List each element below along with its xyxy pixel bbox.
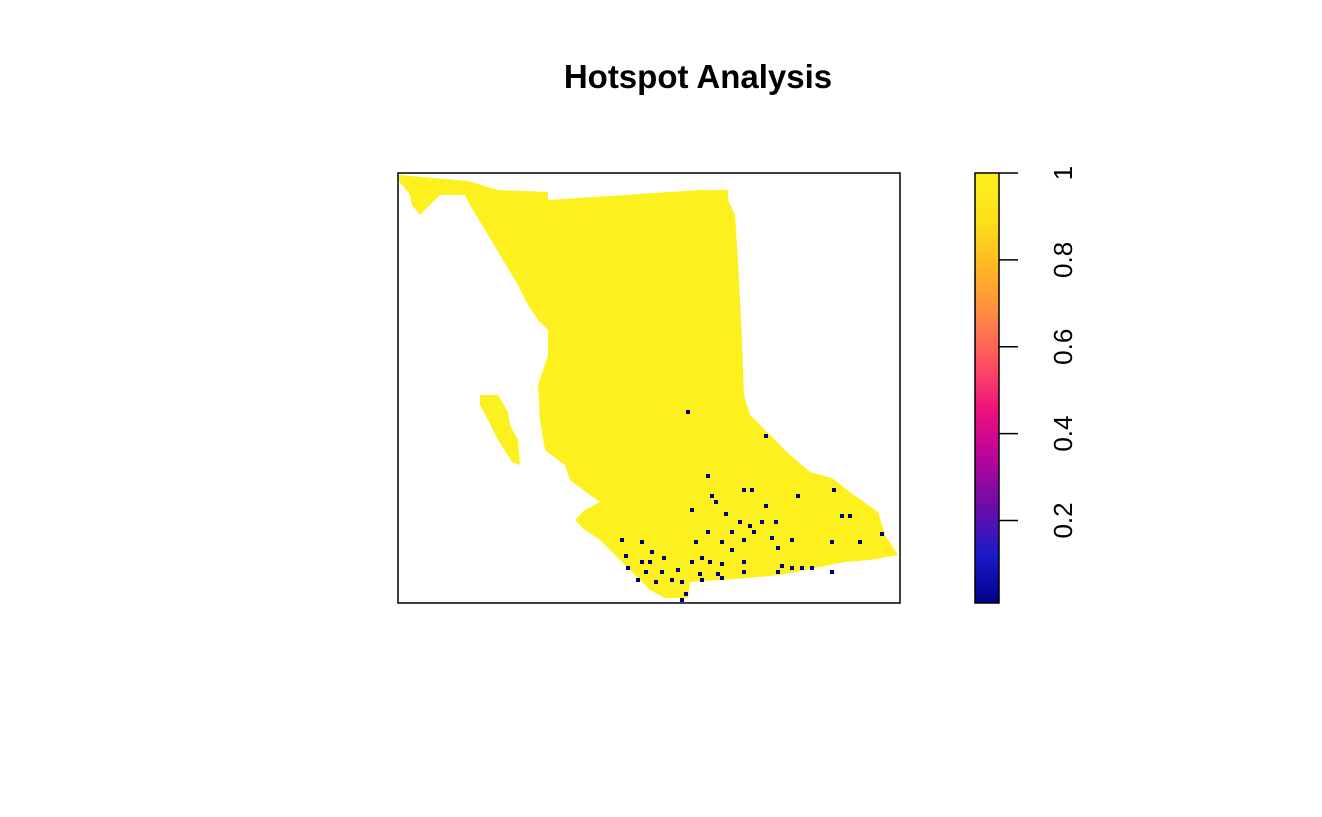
hotspot-cell [790, 566, 794, 570]
hotspot-cell [770, 536, 774, 540]
hotspot-cell [716, 572, 720, 576]
hotspot-cell [694, 540, 698, 544]
map-frame [397, 172, 901, 604]
hotspot-cell [644, 570, 648, 574]
legend-tick-label: 0.2 [1048, 502, 1078, 538]
hotspot-cell [690, 508, 694, 512]
color-legend: 0.2 0.4 0.6 0.8 1 [974, 166, 1078, 604]
hotspot-cell [774, 520, 778, 524]
hotspot-cell [724, 512, 728, 516]
hotspot-cell [742, 488, 746, 492]
hotspot-cell [840, 514, 844, 518]
hotspot-cell [710, 494, 714, 498]
hotspot-cell [650, 550, 654, 554]
legend-colorbar [974, 172, 1000, 604]
hotspot-cell [748, 524, 752, 528]
hotspot-cell [730, 530, 734, 534]
hotspot-cell [654, 580, 658, 584]
hotspot-cell [858, 540, 862, 544]
hotspot-cell [760, 520, 764, 524]
hotspot-cell [730, 548, 734, 552]
hotspot-cell [880, 532, 884, 536]
hotspot-cell [832, 488, 836, 492]
hotspot-cell [714, 500, 718, 504]
hotspot-cell [776, 570, 780, 574]
hotspot-cell [764, 434, 768, 438]
hotspot-cell [800, 566, 804, 570]
hotspot-cell [796, 494, 800, 498]
hotspot-cell [776, 546, 780, 550]
hotspot-cell [700, 556, 704, 560]
hotspot-cell [680, 580, 684, 584]
hotspot-cell [720, 562, 724, 566]
hotspot-cell [706, 530, 710, 534]
hotspot-cell [636, 578, 640, 582]
hotspot-cell [742, 570, 746, 574]
hotspot-cell [750, 488, 754, 492]
hotspot-cell [686, 410, 690, 414]
legend-tick-label: 0.8 [1048, 242, 1078, 278]
hotspot-cell [640, 540, 644, 544]
hotspot-cells [620, 410, 884, 602]
province-region [399, 175, 898, 598]
legend-ticks: 0.2 0.4 0.6 0.8 1 [999, 166, 1078, 539]
hotspot-cell [662, 556, 666, 560]
legend-tick-label: 0.4 [1048, 416, 1078, 452]
hotspot-cell [620, 538, 624, 542]
hotspot-cell [626, 566, 630, 570]
hotspot-cell [640, 560, 644, 564]
hotspot-cell [680, 598, 684, 602]
legend-tick-label: 0.6 [1048, 329, 1078, 365]
hotspot-cell [676, 568, 680, 572]
hotspot-cell [648, 560, 652, 564]
hotspot-cell [764, 504, 768, 508]
hotspot-cell [698, 572, 702, 576]
hotspot-cell [700, 578, 704, 582]
hotspot-cell [742, 560, 746, 564]
hotspot-cell [742, 538, 746, 542]
hotspot-cell [684, 592, 688, 596]
map-panel [397, 172, 901, 604]
hotspot-cell [752, 530, 756, 534]
legend-tick-label: 1 [1048, 166, 1078, 180]
hotspot-cell [690, 560, 694, 564]
hotspot-cell [738, 520, 742, 524]
hotspot-cell [660, 570, 664, 574]
hotspot-cell [720, 540, 724, 544]
hotspot-cell [830, 540, 834, 544]
hotspot-cell [670, 578, 674, 582]
hotspot-cell [848, 514, 852, 518]
hotspot-cell [720, 576, 724, 580]
hotspot-cell [780, 564, 784, 568]
hotspot-cell [706, 474, 710, 478]
chart-title: Hotspot Analysis [563, 58, 833, 95]
hotspot-cell [708, 560, 712, 564]
hotspot-cell [810, 566, 814, 570]
hotspot-cell [830, 570, 834, 574]
hotspot-cell [624, 554, 628, 558]
hotspot-cell [790, 538, 794, 542]
